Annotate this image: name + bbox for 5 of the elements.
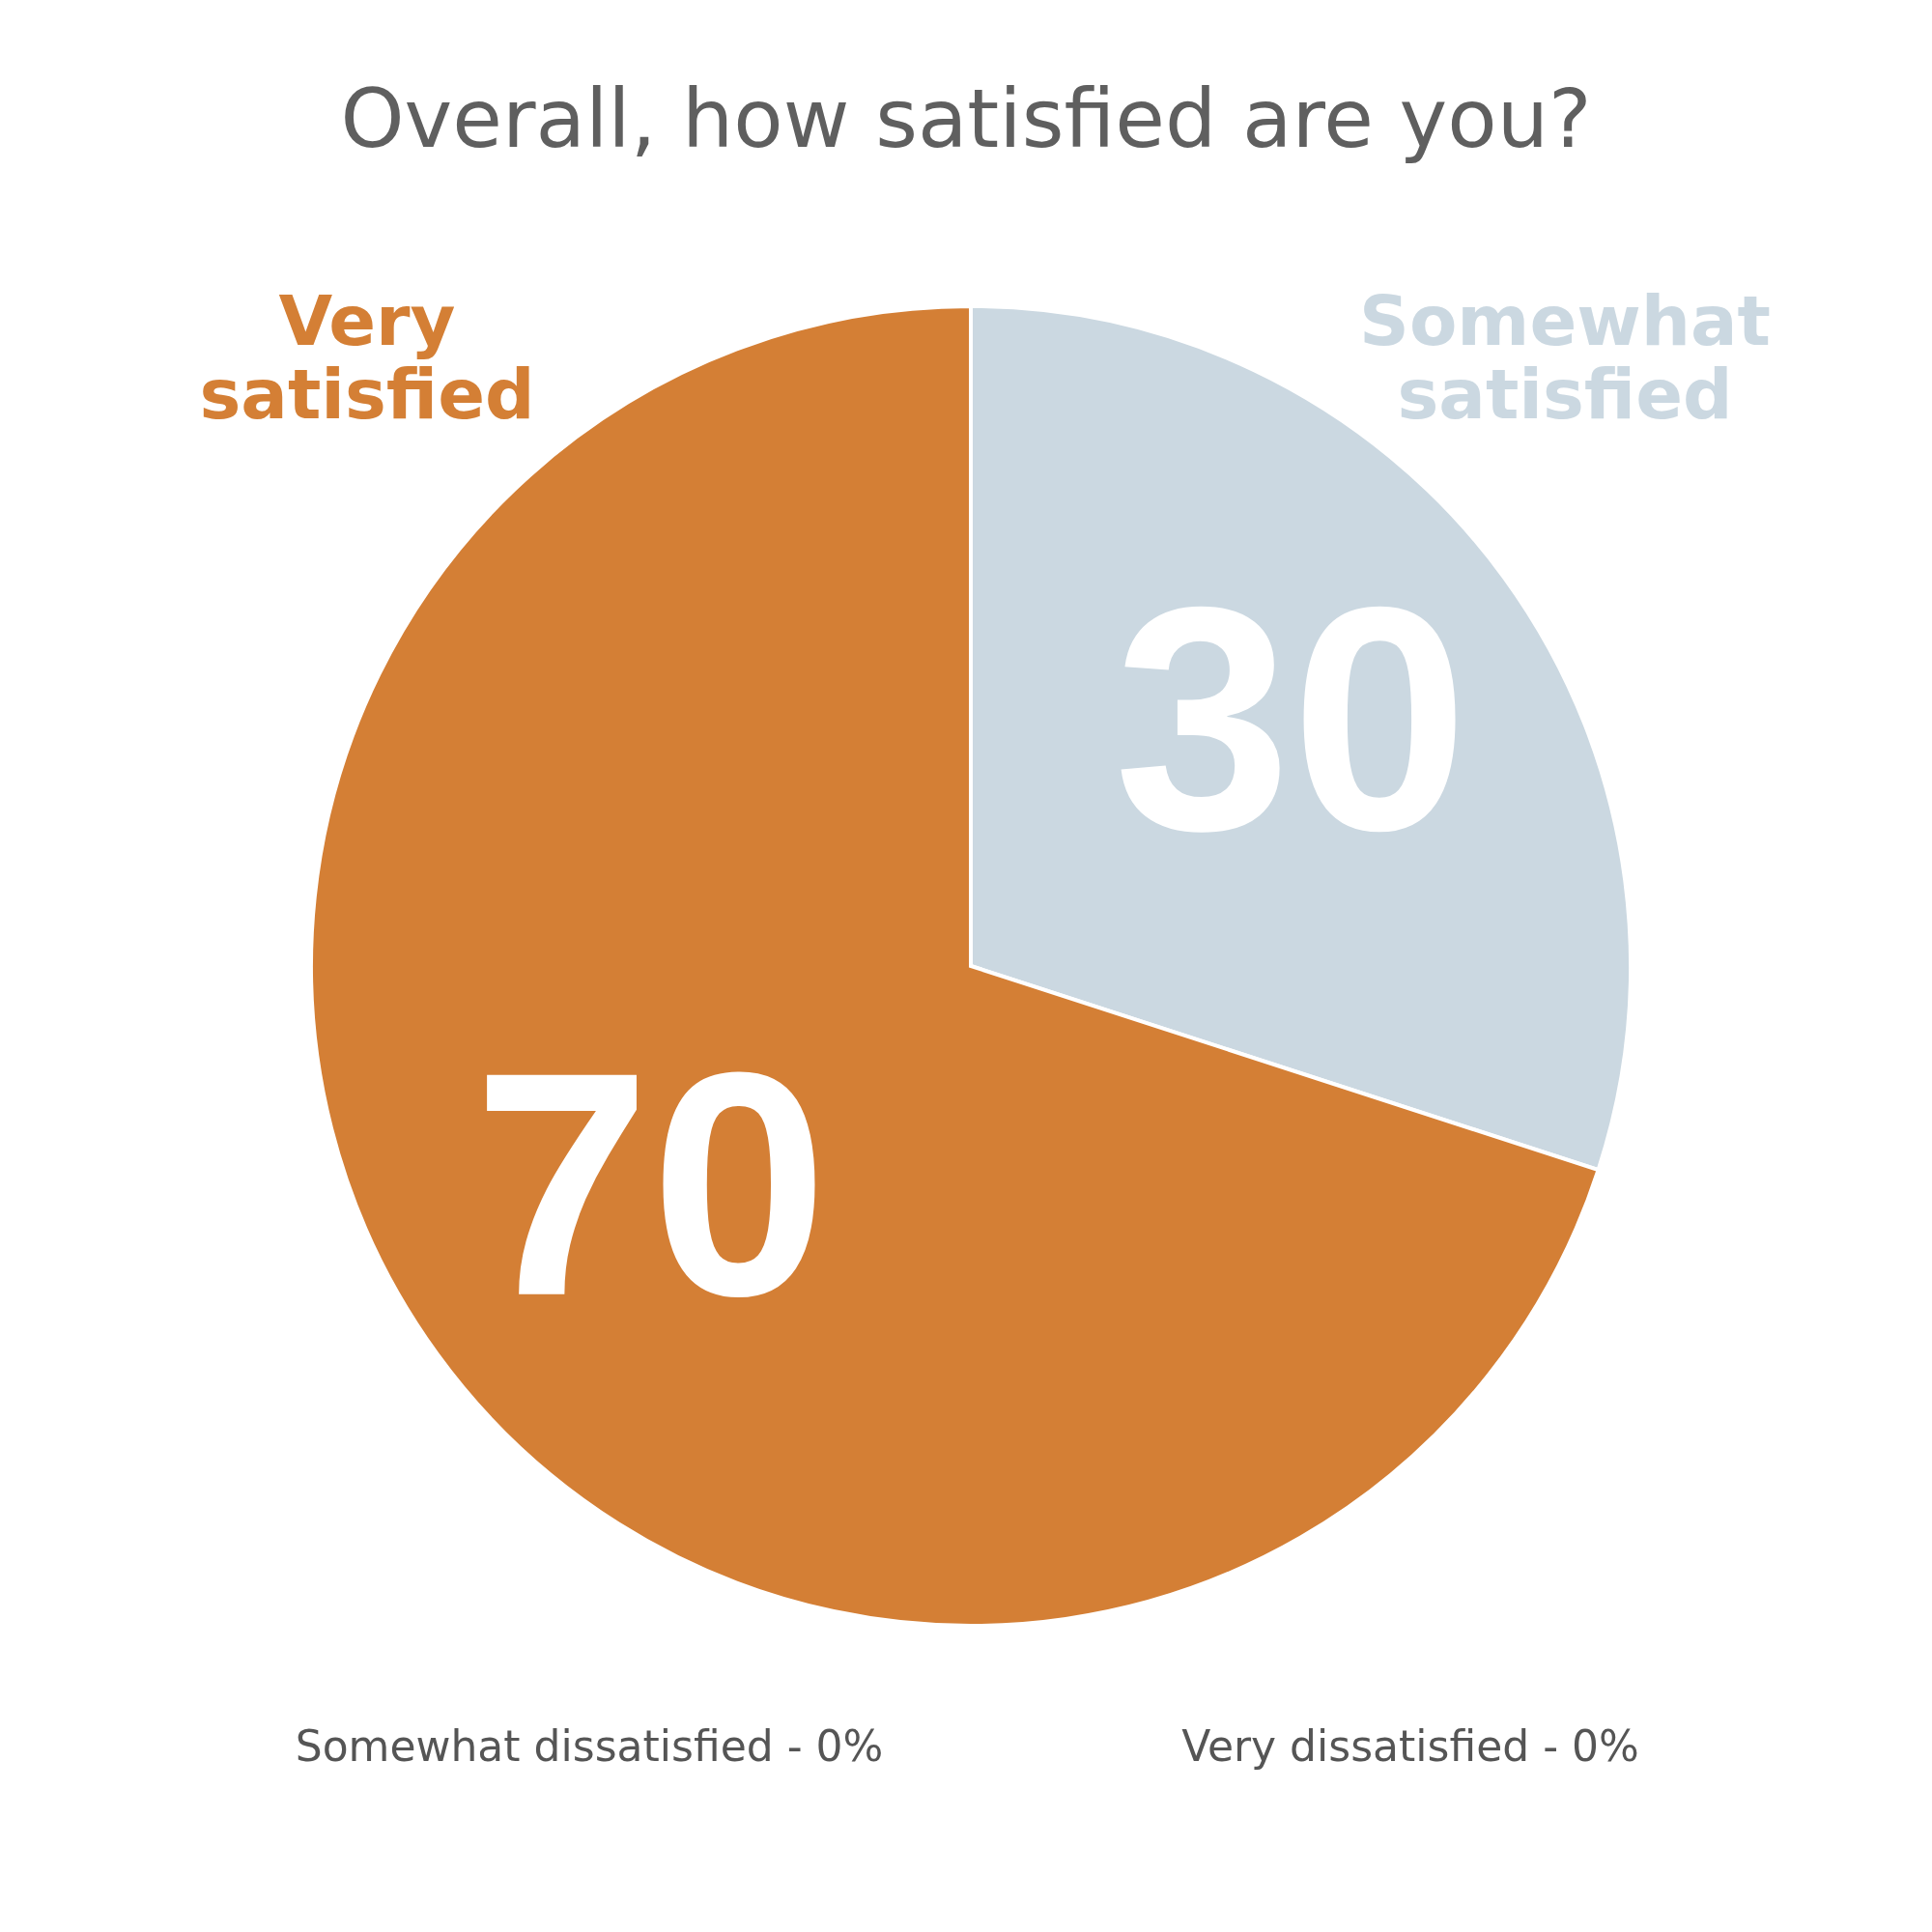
chart-title: Overall, how satisfied are you? bbox=[340, 71, 1592, 166]
text: Somewhat dissatisfied - 0% bbox=[295, 1721, 884, 1771]
text: Very dissatisfied - 0% bbox=[1181, 1721, 1639, 1771]
data-label: 70 bbox=[472, 1005, 828, 1362]
slice-label: Very satisfied bbox=[199, 280, 535, 435]
